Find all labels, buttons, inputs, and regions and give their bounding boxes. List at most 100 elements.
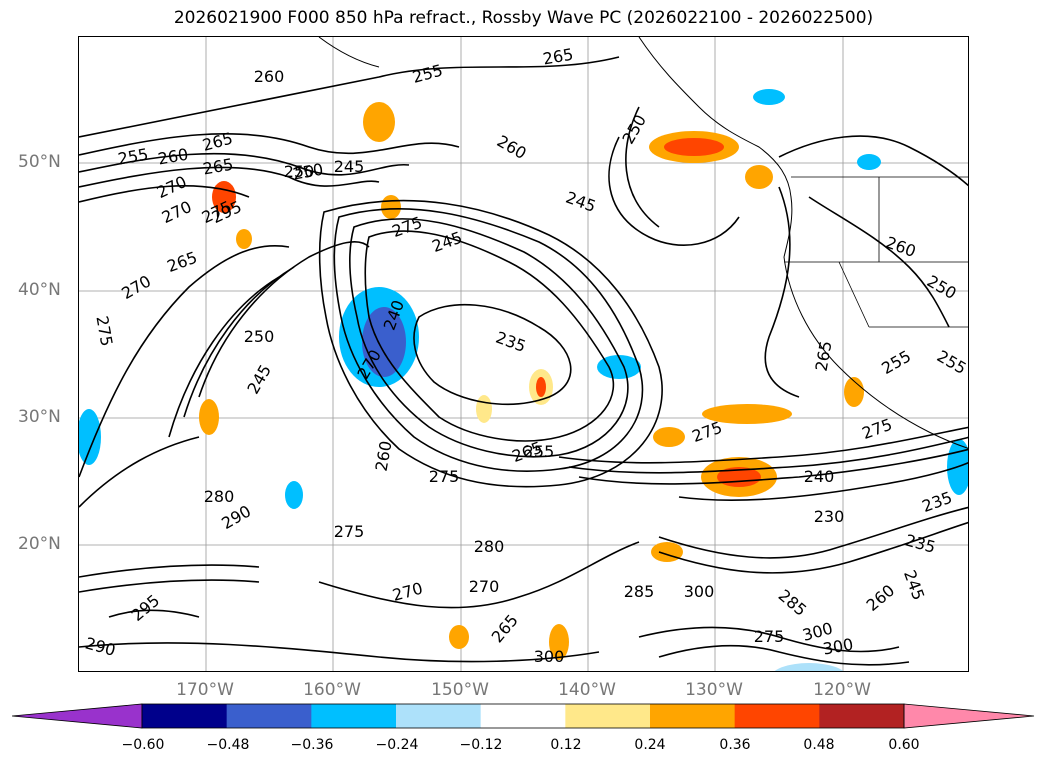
contour-label: 250 xyxy=(291,160,324,184)
colorbar-tick: −0.24 xyxy=(375,737,419,753)
state-borders xyxy=(784,176,968,328)
contour-label: 260 xyxy=(863,581,899,615)
contour-label: 265 xyxy=(165,248,200,276)
contour-label: 285 xyxy=(775,586,811,620)
colorbar-tick: −0.60 xyxy=(121,737,165,753)
colorbar-segment xyxy=(396,704,482,728)
contour-label: 270 xyxy=(159,197,195,227)
contour-label: 250 xyxy=(924,271,960,303)
contour-label: 275 xyxy=(860,415,895,443)
contour-label: 270 xyxy=(118,271,154,303)
contour-label: 265 xyxy=(812,339,836,372)
coastline xyxy=(318,37,968,449)
contour-label: 285 xyxy=(624,582,655,601)
contour-label: 265 xyxy=(201,155,234,179)
anomaly-positive-blob xyxy=(664,138,724,156)
contour-label: 250 xyxy=(244,327,275,346)
colorbar-tick: 0.12 xyxy=(550,737,582,753)
contour-label: 260 xyxy=(254,67,285,86)
contour-label: 275 xyxy=(334,522,365,541)
lon-label-140w: 140°W xyxy=(558,680,616,700)
colorbar-tick: −0.36 xyxy=(290,737,334,753)
colorbar-tick: 0.60 xyxy=(888,737,920,753)
anomaly-positive-blob xyxy=(476,395,492,423)
contour-label: 300 xyxy=(534,647,565,666)
chart-title: 2026021900 F000 850 hPa refract., Rossby… xyxy=(173,8,874,28)
contour-label: 260 xyxy=(494,131,530,163)
contour-label: 260 xyxy=(156,145,189,169)
anomaly-negative-blob xyxy=(753,89,785,105)
anomaly-negative-blob xyxy=(597,355,641,379)
lat-label-20n: 20°N xyxy=(18,534,61,554)
anomaly-negative-blob xyxy=(285,481,303,509)
contour-label: 255 xyxy=(116,145,149,169)
colorbar-tick: 0.48 xyxy=(803,737,835,753)
contour-label: 270 xyxy=(469,577,500,596)
contour-label: 275 xyxy=(690,418,725,446)
anomaly-positive-blob xyxy=(536,377,546,397)
contour-label: 255 xyxy=(524,442,555,461)
graticule xyxy=(79,37,968,671)
colorbar xyxy=(12,703,1035,729)
anomaly-positive-blob xyxy=(702,404,792,424)
contour-label: 265 xyxy=(488,611,522,647)
contour-label: 290 xyxy=(83,634,117,660)
anomaly-positive-blob xyxy=(844,377,864,407)
contour-label: 245 xyxy=(334,157,365,176)
anomaly-negative-blob xyxy=(79,409,101,465)
anomaly-negative-blob xyxy=(362,307,406,377)
contour-label: 250 xyxy=(284,162,315,181)
lon-label-150w: 150°W xyxy=(431,680,489,700)
anomaly-negative-blob xyxy=(774,663,844,671)
contour-label: 290 xyxy=(218,501,254,533)
refractivity-contours xyxy=(79,56,968,666)
colorbar-segment xyxy=(650,704,736,728)
contour-label: 240 xyxy=(804,467,835,486)
colorbar-segment xyxy=(819,704,905,728)
colorbar-segment xyxy=(734,704,820,728)
anomaly-positive-blob xyxy=(449,625,469,649)
lon-label-130w: 130°W xyxy=(685,680,743,700)
colorbar-segment xyxy=(565,704,651,728)
anomaly-positive-blob xyxy=(363,102,395,142)
anomaly-negative-blob xyxy=(857,154,881,170)
contour-label: 245 xyxy=(430,228,465,256)
contour-label: 260 xyxy=(372,439,396,472)
lat-label-30n: 30°N xyxy=(18,407,61,427)
contour-label: 230 xyxy=(814,507,845,526)
contour-label: 245 xyxy=(243,361,275,397)
colorbar-extend-min xyxy=(12,703,143,729)
anomaly-positive-blob xyxy=(236,229,252,249)
lon-label-160w: 160°W xyxy=(303,680,361,700)
lat-label-40n: 40°N xyxy=(18,280,61,300)
anomaly-positive-blob xyxy=(199,399,219,435)
anomaly-positive-blob xyxy=(651,542,683,562)
lon-label-120w: 120°W xyxy=(813,680,871,700)
anomaly-positive-blob xyxy=(745,165,773,189)
contour-label: 255 xyxy=(410,61,444,87)
anomaly-shading xyxy=(79,89,968,671)
contour-label: 245 xyxy=(900,568,928,603)
colorbar-tick: −0.12 xyxy=(459,737,503,753)
colorbar-extend-max xyxy=(903,703,1035,729)
contour-label: 265 xyxy=(510,438,545,466)
anomaly-positive-blob xyxy=(381,195,401,219)
contour-label: 300 xyxy=(684,582,715,601)
anomaly-positive-blob xyxy=(653,427,685,447)
contour-label: 280 xyxy=(474,537,505,556)
colorbar-segment xyxy=(480,704,566,728)
contour-label: 235 xyxy=(493,328,528,356)
contour-label: 260 xyxy=(883,233,918,261)
contour-label: 255 xyxy=(878,346,914,378)
lon-label-170w: 170°W xyxy=(176,680,234,700)
contour-label: 270 xyxy=(390,579,424,605)
contour-label: 255 xyxy=(934,346,969,378)
contour-label: 275 xyxy=(754,627,785,646)
contour-label: 295 xyxy=(128,591,164,625)
contour-label: 275 xyxy=(92,314,116,347)
contour-label: 250 xyxy=(618,111,650,147)
lat-label-50n: 50°N xyxy=(18,152,61,172)
contour-label: 275 xyxy=(429,467,460,486)
contour-label: 280 xyxy=(204,487,235,506)
